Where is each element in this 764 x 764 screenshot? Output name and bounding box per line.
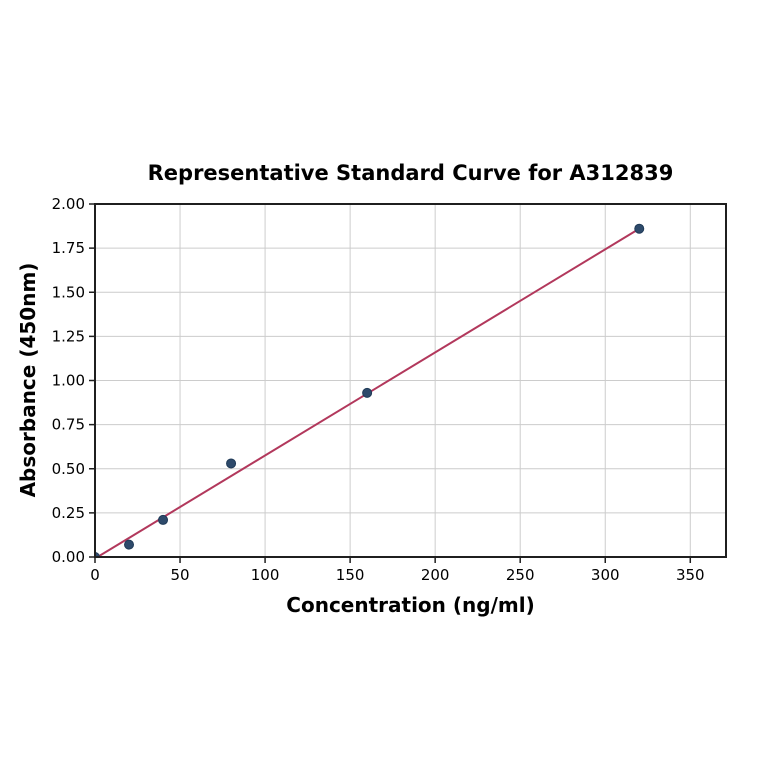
x-tick-label: 0 — [90, 566, 100, 584]
data-point — [226, 458, 237, 469]
x-axis-label: Concentration (ng/ml) — [286, 593, 535, 617]
x-tick-label: 150 — [336, 566, 365, 584]
x-tick-label: 100 — [251, 566, 280, 584]
y-tick-label: 1.75 — [52, 239, 85, 257]
y-tick-label: 2.00 — [52, 195, 85, 213]
y-tick-label: 0.75 — [52, 416, 85, 434]
x-tick-label: 50 — [170, 566, 189, 584]
data-point — [634, 223, 645, 234]
data-point — [158, 514, 169, 525]
x-tick-label: 200 — [421, 566, 450, 584]
y-tick-label: 1.25 — [52, 327, 85, 345]
data-point — [362, 387, 373, 398]
data-point — [95, 552, 100, 557]
y-tick-label: 1.50 — [52, 283, 85, 301]
y-tick-label: 0.50 — [52, 460, 85, 478]
data-point — [124, 539, 135, 550]
y-tick-label: 1.00 — [52, 372, 85, 390]
y-tick-label: 0.00 — [52, 548, 85, 566]
x-tick-label: 350 — [676, 566, 705, 584]
x-tick-label: 300 — [591, 566, 620, 584]
plot-data — [95, 223, 645, 557]
x-tick-label: 250 — [506, 566, 535, 584]
y-tick-label: 0.25 — [52, 504, 85, 522]
chart-title: Representative Standard Curve for A31283… — [147, 161, 674, 185]
